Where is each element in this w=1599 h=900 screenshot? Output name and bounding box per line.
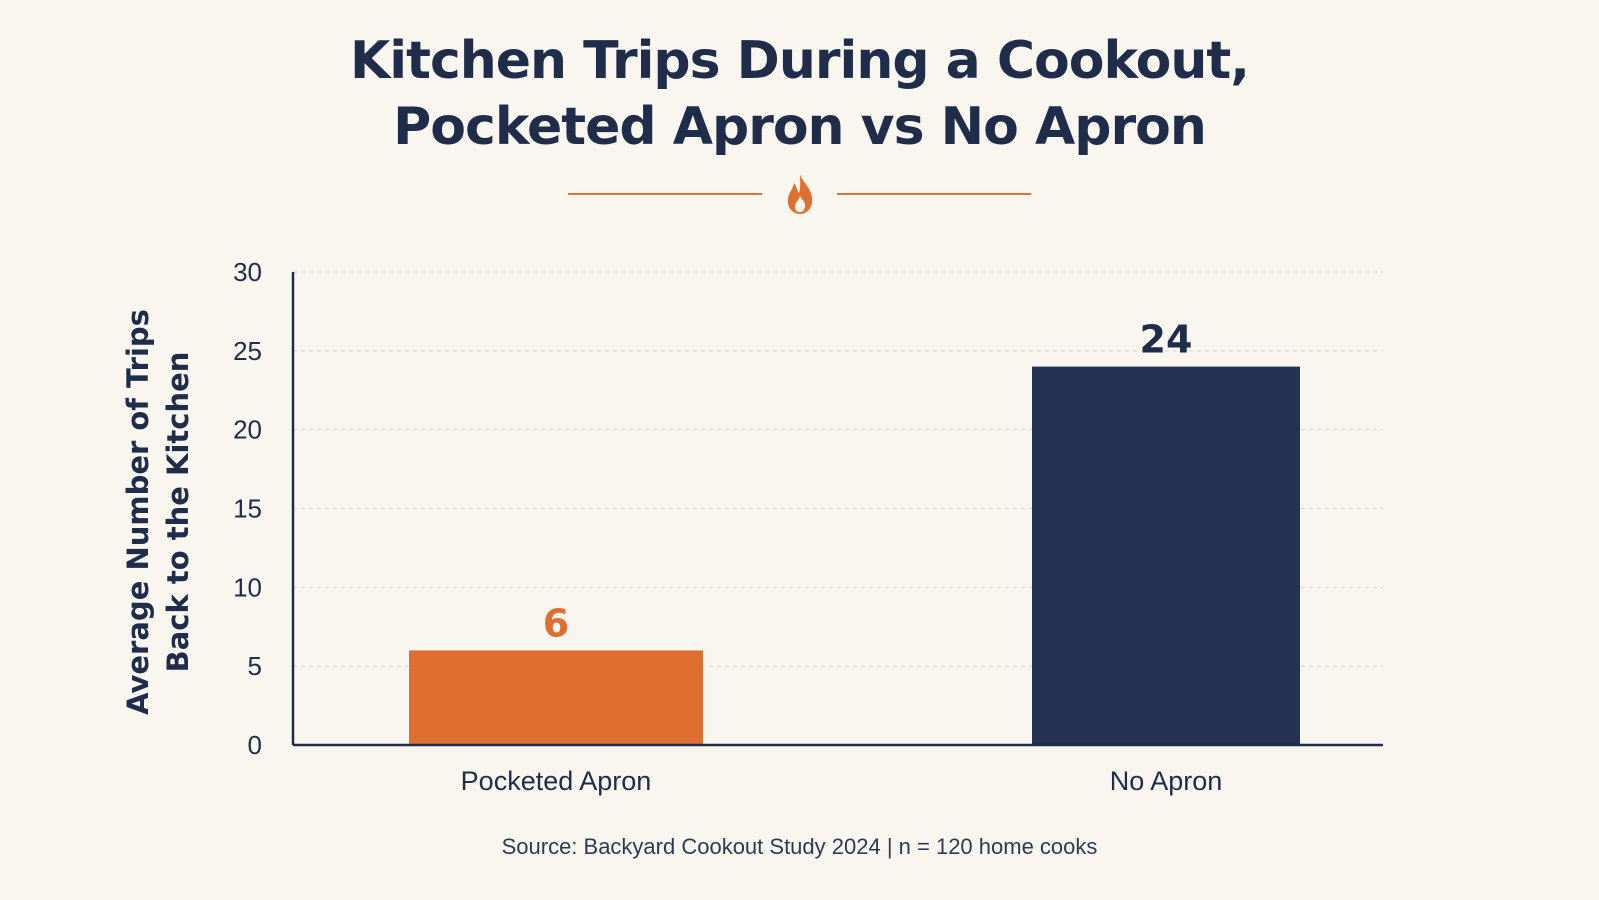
chart-title-line-2: Pocketed Apron vs No Apron bbox=[393, 97, 1207, 157]
x-tick-label-no-apron: No Apron bbox=[1110, 766, 1223, 796]
flame-icon bbox=[787, 174, 813, 214]
source-note: Source: Backyard Cookout Study 2024 | n … bbox=[501, 834, 1098, 859]
y-axis-label: Average Number of Trips Back to the Kitch… bbox=[121, 309, 195, 715]
title-divider-right bbox=[837, 193, 1031, 195]
x-tick-label-pocketed-apron: Pocketed Apron bbox=[461, 766, 652, 796]
bar-no-apron bbox=[1032, 366, 1300, 745]
y-axis-label-line-1: Average Number of Trips bbox=[121, 309, 155, 715]
title-divider-left bbox=[568, 193, 762, 195]
data-label-no-apron: 24 bbox=[1140, 318, 1193, 362]
chart-title: Kitchen Trips During a Cookout, Pocketed… bbox=[0, 28, 1599, 160]
y-tick-label-20: 20 bbox=[233, 415, 262, 445]
y-axis-label-line-2: Back to the Kitchen bbox=[161, 352, 195, 673]
chart-title-line-1: Kitchen Trips During a Cookout, bbox=[349, 31, 1250, 91]
y-tick-label-15: 15 bbox=[233, 494, 262, 524]
y-tick-label-30: 30 bbox=[233, 257, 262, 287]
bar-pocketed-apron bbox=[409, 650, 703, 745]
y-tick-label-5: 5 bbox=[248, 651, 262, 681]
y-tick-label-10: 10 bbox=[233, 572, 262, 602]
data-label-pocketed-apron: 6 bbox=[543, 601, 569, 645]
y-tick-label-0: 0 bbox=[248, 730, 262, 760]
y-tick-label-25: 25 bbox=[233, 336, 262, 366]
